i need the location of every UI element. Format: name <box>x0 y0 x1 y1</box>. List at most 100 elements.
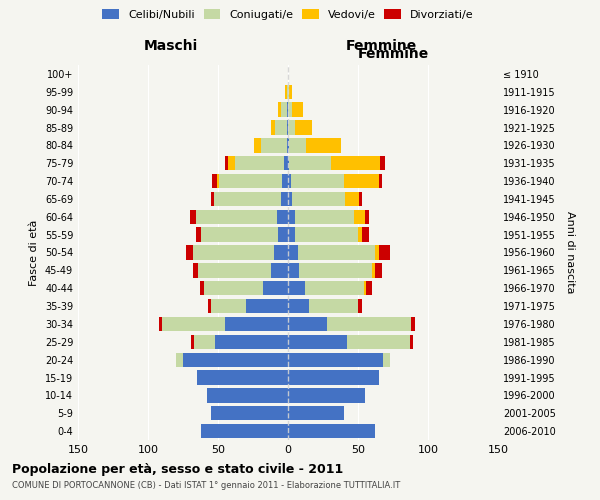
Bar <box>288 299 309 313</box>
Bar <box>327 317 411 331</box>
Bar <box>289 138 306 152</box>
Bar <box>200 281 204 295</box>
Bar <box>309 299 358 313</box>
Bar <box>364 281 367 295</box>
Bar <box>287 120 288 134</box>
Bar <box>225 156 228 170</box>
Bar <box>207 388 288 402</box>
Bar <box>288 317 327 331</box>
Text: Popolazione per età, sesso e stato civile - 2011: Popolazione per età, sesso e stato civil… <box>12 462 343 475</box>
Bar <box>283 174 288 188</box>
Bar <box>380 156 385 170</box>
Bar <box>354 210 365 224</box>
Bar <box>162 317 225 331</box>
Bar <box>183 352 288 367</box>
Bar <box>281 192 288 206</box>
Bar <box>211 192 214 206</box>
Bar <box>344 174 379 188</box>
Bar <box>288 388 365 402</box>
Bar <box>288 246 298 260</box>
Bar <box>190 210 196 224</box>
Text: Femmine: Femmine <box>346 38 416 52</box>
Bar <box>347 334 410 349</box>
Bar <box>305 281 364 295</box>
Bar <box>263 281 288 295</box>
Bar <box>295 120 312 134</box>
Bar <box>287 84 288 99</box>
Bar <box>383 352 390 367</box>
Bar <box>288 370 379 384</box>
Bar <box>375 263 382 278</box>
Bar <box>375 246 379 260</box>
Bar <box>288 102 292 117</box>
Bar <box>220 174 283 188</box>
Bar <box>288 228 295 242</box>
Bar <box>262 138 287 152</box>
Bar <box>288 263 299 278</box>
Bar <box>288 210 295 224</box>
Bar <box>411 317 415 331</box>
Bar <box>299 263 372 278</box>
Text: Femmine: Femmine <box>358 48 428 61</box>
Bar <box>372 263 375 278</box>
Bar <box>212 174 217 188</box>
Text: COMUNE DI PORTOCANNONE (CB) - Dati ISTAT 1° gennaio 2011 - Elaborazione TUTTITAL: COMUNE DI PORTOCANNONE (CB) - Dati ISTAT… <box>12 481 400 490</box>
Text: Maschi: Maschi <box>144 38 198 52</box>
Bar <box>193 246 274 260</box>
Bar <box>379 246 390 260</box>
Bar <box>204 281 263 295</box>
Bar <box>193 263 199 278</box>
Bar <box>197 370 288 384</box>
Bar <box>159 317 162 331</box>
Bar <box>288 406 344 420</box>
Bar <box>362 228 369 242</box>
Bar <box>292 192 346 206</box>
Bar <box>359 192 362 206</box>
Bar <box>215 334 288 349</box>
Bar <box>278 102 281 117</box>
Bar <box>410 334 413 349</box>
Bar <box>289 84 292 99</box>
Bar <box>295 210 354 224</box>
Bar <box>278 228 288 242</box>
Bar <box>201 228 278 242</box>
Bar <box>288 84 289 99</box>
Bar <box>365 210 369 224</box>
Bar <box>196 210 277 224</box>
Bar <box>288 192 292 206</box>
Bar <box>288 156 289 170</box>
Bar <box>331 156 380 170</box>
Bar <box>379 174 382 188</box>
Bar <box>176 352 183 367</box>
Bar <box>291 174 344 188</box>
Bar <box>287 102 288 117</box>
Bar <box>288 334 347 349</box>
Bar <box>235 156 284 170</box>
Bar <box>271 263 288 278</box>
Bar <box>288 424 375 438</box>
Bar <box>246 299 288 313</box>
Bar <box>199 263 271 278</box>
Bar <box>254 138 262 152</box>
Bar <box>288 174 291 188</box>
Bar <box>281 102 287 117</box>
Bar <box>358 299 362 313</box>
Bar <box>277 210 288 224</box>
Bar <box>288 352 383 367</box>
Bar <box>284 156 288 170</box>
Bar <box>225 317 288 331</box>
Legend: Celibi/Nubili, Coniugati/e, Vedovi/e, Divorziati/e: Celibi/Nubili, Coniugati/e, Vedovi/e, Di… <box>99 6 477 23</box>
Bar <box>201 424 288 438</box>
Bar <box>295 228 358 242</box>
Bar <box>292 102 304 117</box>
Bar <box>298 246 375 260</box>
Bar <box>346 192 359 206</box>
Bar <box>271 120 275 134</box>
Bar <box>285 84 287 99</box>
Bar <box>288 120 295 134</box>
Bar <box>217 174 220 188</box>
Bar <box>367 281 372 295</box>
Bar <box>289 156 331 170</box>
Bar <box>196 228 201 242</box>
Y-axis label: Anni di nascita: Anni di nascita <box>565 211 575 294</box>
